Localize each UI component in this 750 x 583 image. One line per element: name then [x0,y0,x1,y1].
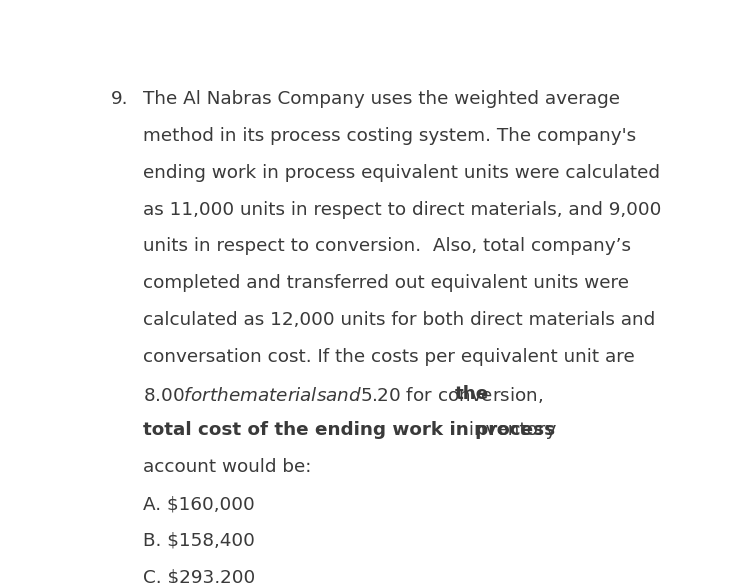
Text: method in its process costing system. The company's: method in its process costing system. Th… [143,127,636,145]
Text: conversation cost. If the costs per equivalent unit are: conversation cost. If the costs per equi… [143,348,635,366]
Text: account would be:: account would be: [143,458,311,476]
Text: 9.: 9. [111,90,129,108]
Text: units in respect to conversion.  Also, total company’s: units in respect to conversion. Also, to… [143,237,632,255]
Text: C. $293,200: C. $293,200 [143,568,256,583]
Text: the: the [454,385,489,403]
Text: B. $158,400: B. $158,400 [143,532,255,550]
Text: ending work in process equivalent units were calculated: ending work in process equivalent units … [143,164,660,182]
Text: total cost of the ending work in process: total cost of the ending work in process [143,422,555,440]
Text: inventory: inventory [463,422,556,440]
Text: $8.00 for the materials and $5.20 for conversion,: $8.00 for the materials and $5.20 for co… [143,385,545,405]
Text: The Al Nabras Company uses the weighted average: The Al Nabras Company uses the weighted … [143,90,620,108]
Text: A. $160,000: A. $160,000 [143,495,255,513]
Text: calculated as 12,000 units for both direct materials and: calculated as 12,000 units for both dire… [143,311,656,329]
Text: as 11,000 units in respect to direct materials, and 9,000: as 11,000 units in respect to direct mat… [143,201,662,219]
Text: completed and transferred out equivalent units were: completed and transferred out equivalent… [143,274,629,292]
